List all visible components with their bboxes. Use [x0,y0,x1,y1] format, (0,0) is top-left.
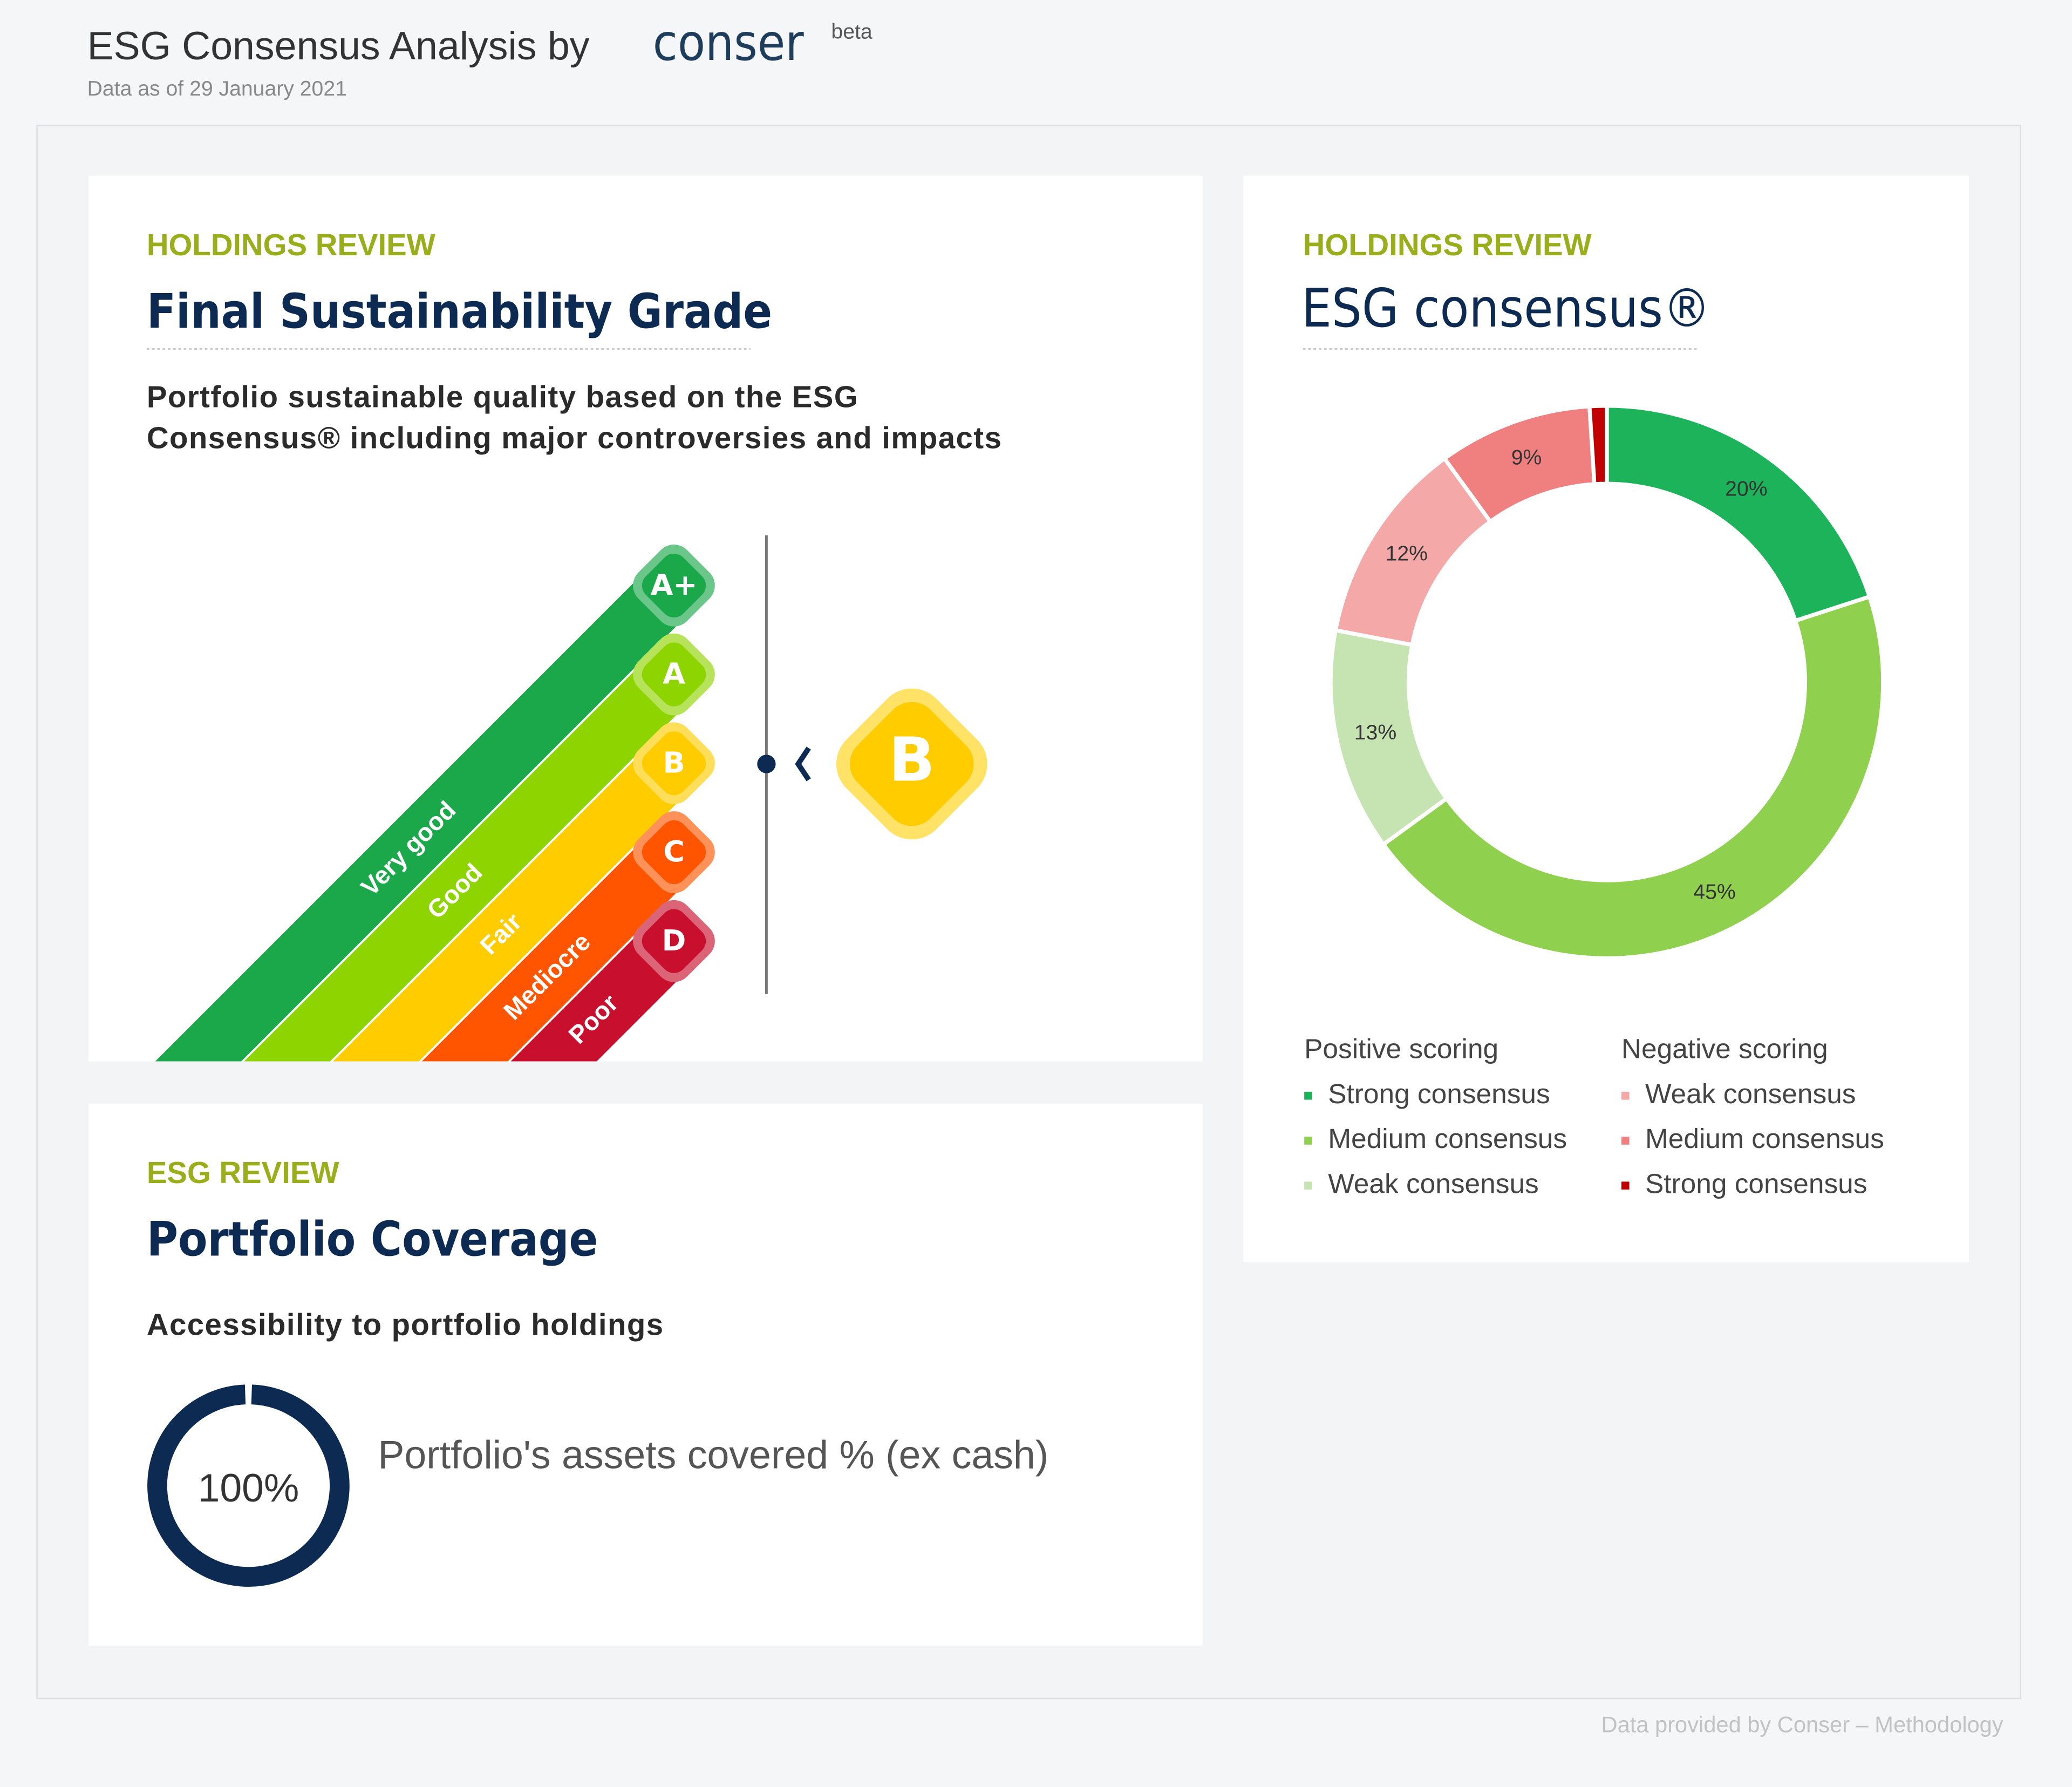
footer[interactable]: Data provided by Conser – Methodology [1601,1711,2003,1737]
grade-band [421,831,696,1062]
header-title: ESG Consensus Analysis by [87,23,590,68]
grade-band [155,564,696,1062]
panel-title: Final Sustainability Grade [147,283,772,339]
brand-logo: conser [653,13,804,72]
description: Consensus® including major controversies… [147,420,1003,454]
legend-label: Strong consensus [1645,1167,1867,1199]
description: Accessibility to portfolio holdings [147,1308,664,1342]
data-label: 20% [1725,477,1767,500]
legend-swatch [1621,1137,1630,1145]
grade-band [244,653,696,1062]
grade-letter: B [663,745,685,779]
donut-segment [1380,594,1885,961]
donut-segment [1587,404,1609,486]
header-subtitle: Data as of 29 January 2021 [87,77,347,100]
grade-band [510,919,696,1062]
kicker: HOLDINGS REVIEW [147,228,436,262]
legend-label: Medium consensus [1645,1123,1884,1154]
current-grade: B [889,724,935,795]
legend-label: Medium consensus [1328,1123,1567,1154]
legend-swatch [1304,1137,1312,1145]
panel-title: ESG consensus® [1301,278,1710,339]
legend-swatch [1621,1181,1630,1190]
coverage-caption: Portfolio's assets covered % (ex cash) [378,1432,1048,1477]
data-label: 9% [1511,446,1542,469]
grade-badge [642,642,706,706]
grade-letter: A [663,657,685,691]
current-grade-badge [850,702,974,826]
legend-title: Positive scoring [1304,1033,1498,1064]
legend-swatch [1621,1091,1630,1100]
description: Portfolio sustainable quality based on t… [147,379,858,413]
legend-swatch [1304,1181,1312,1190]
grade-bands [155,564,696,1062]
coverage-ring [147,1384,350,1587]
grade-badge [642,909,706,973]
data-label: 12% [1386,542,1428,565]
legend-swatch [1304,1091,1312,1100]
legend-label: Strong consensus [1328,1078,1550,1109]
legend-label: Weak consensus [1328,1167,1539,1199]
grade-badge [642,731,706,796]
beta-badge: beta [831,21,872,44]
grade-letter: D [662,923,686,957]
coverage-value: 100% [197,1465,299,1510]
data-label: 45% [1693,881,1735,904]
grade-letter: C [663,834,685,868]
donut-segment [1605,404,1872,623]
kicker: HOLDINGS REVIEW [1303,228,1592,262]
grade-band [333,742,696,1062]
coverage-panel [88,1103,1203,1646]
data-label: 13% [1354,721,1396,744]
legend-title: Negative scoring [1621,1033,1828,1064]
grade-badge [642,820,706,885]
pointer-chevron [795,746,811,782]
kicker: ESG REVIEW [147,1156,340,1190]
panel-title: Portfolio Coverage [147,1211,598,1267]
grade-letter: A+ [651,568,698,602]
pointer-dot [757,755,776,773]
grade-badge [642,553,706,618]
legend-label: Weak consensus [1645,1078,1856,1109]
